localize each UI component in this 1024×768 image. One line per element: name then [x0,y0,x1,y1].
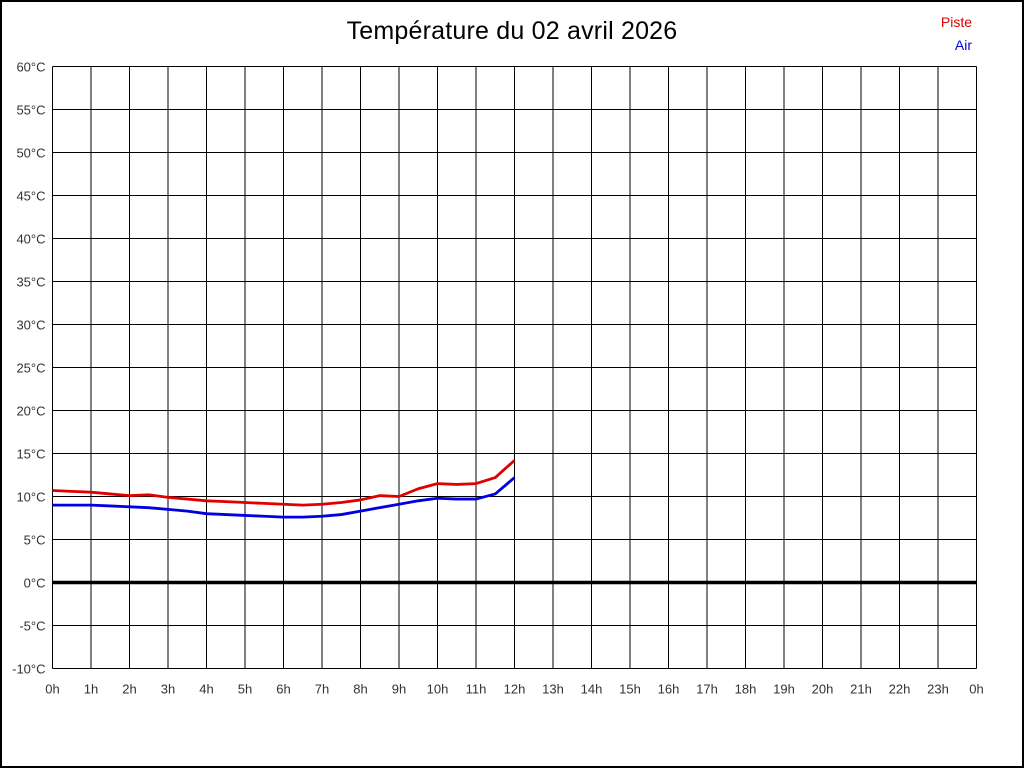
y-tick-label: 10°C [16,490,45,505]
x-tick-label: 16h [658,682,680,697]
y-tick-label: 15°C [16,447,45,462]
x-tick-label: 3h [161,682,175,697]
y-tick-label: 55°C [16,103,45,118]
y-tick-label: 0°C [24,576,46,591]
y-tick-label: -10°C [12,662,45,677]
y-tick-label: 50°C [16,146,45,161]
legend-item-piste: Piste [940,14,972,30]
x-tick-label: 17h [696,682,718,697]
y-tick-label: 20°C [16,404,45,419]
x-tick-label: 5h [238,682,252,697]
legend-item-air: Air [954,37,972,53]
y-tick-label: 5°C [24,533,46,548]
x-tick-label: 7h [315,682,329,697]
x-tick-label: 15h [619,682,641,697]
x-tick-label: 23h [927,682,949,697]
x-tick-label: 0h [45,682,59,697]
y-tick-label: 35°C [16,275,45,290]
x-tick-label: 14h [581,682,603,697]
y-tick-label: -5°C [19,619,45,634]
series-piste [52,459,516,507]
x-tick-label: 9h [392,682,406,697]
legend: Piste Air [941,11,972,57]
y-tick-label: 60°C [16,60,45,75]
chart-title: Température du 02 avril 2026 [346,17,678,45]
series-air [52,476,516,519]
x-tick-label: 22h [889,682,911,697]
x-tick-label: 13h [542,682,564,697]
x-tick-label: 12h [504,682,526,697]
x-tick-label: 20h [812,682,834,697]
x-tick-label: 18h [735,682,757,697]
x-tick-label: 4h [199,682,213,697]
y-tick-label: 30°C [16,318,45,333]
y-tick-label: 40°C [16,232,45,247]
x-tick-label: 1h [84,682,98,697]
x-tick-label: 10h [427,682,449,697]
x-tick-label: 11h [466,682,487,697]
x-tick-label: 2h [122,682,136,697]
x-tick-label: 0h [969,682,983,697]
y-tick-label: 25°C [16,361,45,376]
x-tick-label: 8h [353,682,367,697]
x-tick-label: 21h [850,682,872,697]
x-tick-label: 6h [276,682,290,697]
x-tick-label: 19h [773,682,795,697]
y-tick-label: 45°C [16,189,45,204]
